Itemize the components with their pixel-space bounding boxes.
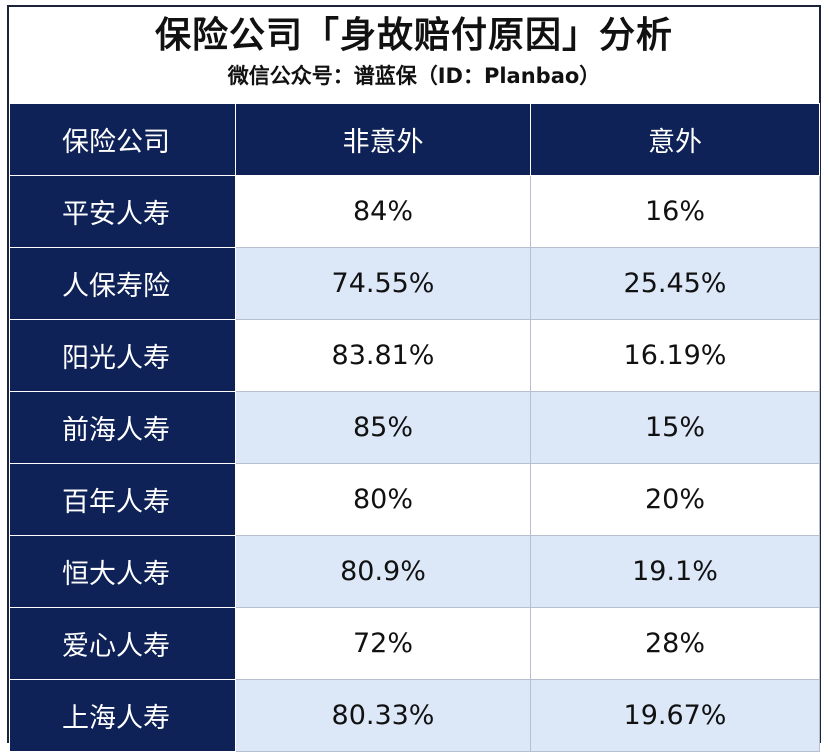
non-accident-cell: 72%	[235, 607, 531, 680]
company-cell: 人保寿险	[9, 247, 236, 320]
header-non-accident: 非意外	[235, 103, 531, 176]
header-accident: 意外	[530, 103, 820, 176]
table-row: 阳光人寿 83.81% 16.19%	[9, 319, 820, 392]
table-row: 人保寿险 74.55% 25.45%	[9, 247, 820, 320]
non-accident-cell: 80.9%	[235, 535, 531, 608]
document-frame: 保险公司「身故赔付原因」分析 微信公众号：谱蓝保（ID：Planbao） 保险公…	[7, 5, 821, 752]
table-row: 爱心人寿 72% 28%	[9, 607, 820, 680]
table-row: 平安人寿 84% 16%	[9, 175, 820, 248]
title-area: 保险公司「身故赔付原因」分析 微信公众号：谱蓝保（ID：Planbao）	[9, 7, 819, 103]
accident-cell: 15%	[530, 391, 820, 464]
company-cell: 前海人寿	[9, 391, 236, 464]
accident-cell: 19.67%	[530, 679, 820, 752]
non-accident-cell: 85%	[235, 391, 531, 464]
accident-cell: 28%	[530, 607, 820, 680]
table-row: 恒大人寿 80.9% 19.1%	[9, 535, 820, 608]
company-cell: 上海人寿	[9, 679, 236, 752]
company-cell: 爱心人寿	[9, 607, 236, 680]
table-row: 前海人寿 85% 15%	[9, 391, 820, 464]
company-cell: 阳光人寿	[9, 319, 236, 392]
non-accident-cell: 83.81%	[235, 319, 531, 392]
page-subtitle: 微信公众号：谱蓝保（ID：Planbao）	[227, 64, 601, 88]
accident-cell: 19.1%	[530, 535, 820, 608]
accident-cell: 16%	[530, 175, 820, 248]
page-title: 保险公司「身故赔付原因」分析	[154, 15, 673, 56]
non-accident-cell: 84%	[235, 175, 531, 248]
table-row: 百年人寿 80% 20%	[9, 463, 820, 536]
company-cell: 百年人寿	[9, 463, 236, 536]
accident-cell: 20%	[530, 463, 820, 536]
claims-table: 保险公司 非意外 意外 平安人寿 84% 16% 人保寿险 74.55% 25.…	[9, 103, 820, 752]
accident-cell: 25.45%	[530, 247, 820, 320]
header-company: 保险公司	[9, 103, 236, 176]
company-cell: 恒大人寿	[9, 535, 236, 608]
company-cell: 平安人寿	[9, 175, 236, 248]
accident-cell: 16.19%	[530, 319, 820, 392]
non-accident-cell: 80.33%	[235, 679, 531, 752]
non-accident-cell: 74.55%	[235, 247, 531, 320]
table-row: 上海人寿 80.33% 19.67%	[9, 679, 820, 752]
non-accident-cell: 80%	[235, 463, 531, 536]
table-header-row: 保险公司 非意外 意外	[9, 103, 820, 176]
